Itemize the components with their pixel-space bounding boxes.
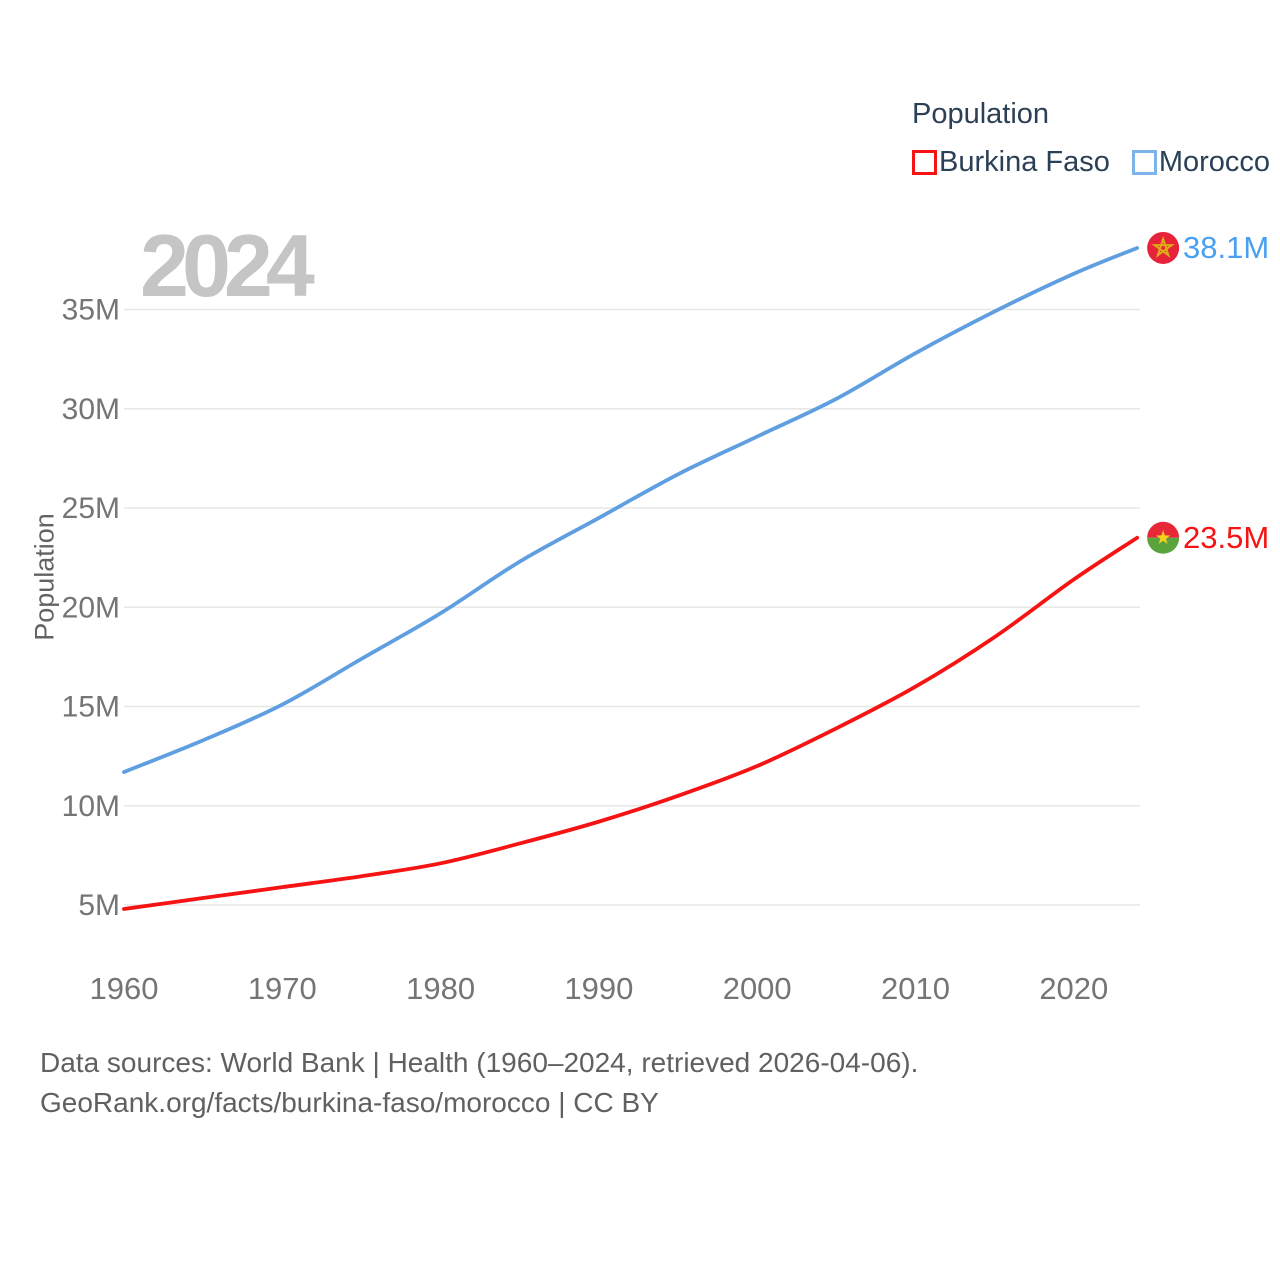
x-tick-label: 1970 xyxy=(248,971,317,1006)
series-line-burkina-faso xyxy=(122,535,1140,911)
y-tick-label: 10M xyxy=(62,790,120,823)
end-label-burkina-faso: 23.5M xyxy=(1183,519,1270,555)
legend-swatch-morocco xyxy=(1131,150,1157,175)
x-axis-tick-labels: 1960 1970 1980 1990 2000 2010 2020 xyxy=(90,971,1109,1006)
series-line-morocco xyxy=(122,246,1140,774)
footer: Data sources: World Bank | Health (1960–… xyxy=(40,1043,918,1123)
x-tick-label: 1990 xyxy=(564,971,633,1006)
x-tick-label: 2020 xyxy=(1039,971,1108,1006)
legend-swatch-burkina-faso xyxy=(912,150,937,175)
y-tick-label: 20M xyxy=(62,591,120,624)
legend-title: Population xyxy=(912,98,1050,130)
y-tick-label: 25M xyxy=(62,492,120,525)
legend: Population Burkina Faso Morocco xyxy=(912,98,1270,179)
y-tick-label: 15M xyxy=(62,691,120,724)
y-axis-tick-labels: 5M 10M 15M 20M 25M 30M 35M xyxy=(62,294,120,923)
x-tick-label: 2000 xyxy=(723,971,792,1006)
morocco-flag-icon xyxy=(1147,231,1180,264)
y-tick-label: 35M xyxy=(62,294,120,327)
end-label-morocco: 38.1M xyxy=(1183,229,1270,265)
y-tick-label: 30M xyxy=(62,393,120,426)
y-tick-label: 5M xyxy=(78,889,120,922)
x-tick-label: 2010 xyxy=(881,971,950,1006)
gridlines xyxy=(124,308,1140,906)
chart-year-watermark: 2024 xyxy=(140,216,315,315)
burkina-faso-flag-icon xyxy=(1147,521,1180,554)
footer-data-sources: Data sources: World Bank | Health (1960–… xyxy=(40,1047,919,1078)
y-axis-title: Population xyxy=(29,513,60,641)
legend-item-burkina-faso[interactable]: Burkina Faso xyxy=(912,146,1110,179)
legend-item-morocco[interactable]: Morocco xyxy=(1131,146,1271,179)
x-tick-label: 1980 xyxy=(406,971,475,1006)
series-lines xyxy=(122,246,1140,911)
legend-label-morocco: Morocco xyxy=(1158,146,1271,178)
legend-row: Burkina Faso Morocco xyxy=(912,146,1270,179)
x-tick-label: 1960 xyxy=(90,971,159,1006)
legend-label-burkina-faso: Burkina Faso xyxy=(939,146,1110,178)
footer-link[interactable]: GeoRank.org/facts/burkina-faso/morocco |… xyxy=(40,1087,659,1118)
